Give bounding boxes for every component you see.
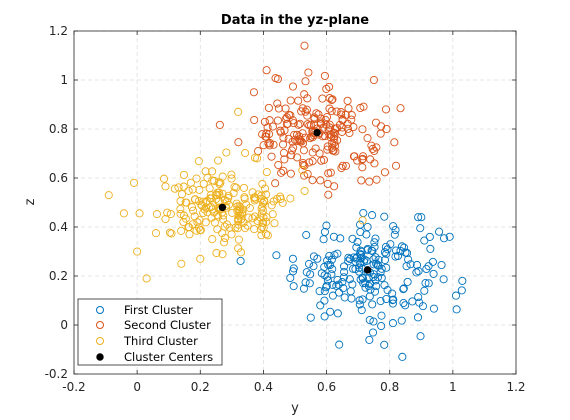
chart-title: Data in the yz-plane (221, 13, 369, 28)
cluster-center-point (314, 129, 320, 135)
y-tick-label: 0.6 (49, 171, 68, 185)
legend: First Cluster Second Cluster Third Clust… (78, 299, 222, 365)
cluster-center-point (219, 204, 225, 210)
legend-label-cluster-centers: Cluster Centers (124, 350, 213, 364)
y-tick-label: 0.8 (49, 122, 68, 136)
x-tick-label: 0.8 (380, 380, 399, 394)
x-tick-label: 0.2 (191, 380, 210, 394)
y-tick-label: 0 (60, 318, 68, 332)
y-axis-label: z (23, 198, 38, 205)
x-tick-label: 0 (133, 380, 141, 394)
x-tick-label: 0.6 (317, 380, 336, 394)
y-tick-label: 0.4 (49, 220, 68, 234)
x-tick-label: 0.4 (254, 380, 273, 394)
y-tick-label: -0.2 (45, 367, 68, 381)
cluster-center-point (364, 267, 370, 273)
x-tick-label: 1.2 (506, 380, 525, 394)
legend-label-third-cluster: Third Cluster (123, 334, 198, 348)
legend-label-first-cluster: First Cluster (124, 303, 193, 317)
y-tick-label: 1.2 (49, 24, 68, 38)
legend-marker-cluster-centers (97, 354, 103, 360)
y-tick-label: 0.2 (49, 269, 68, 283)
x-tick-label: 1 (449, 380, 457, 394)
x-axis-label: y (291, 401, 299, 416)
y-tick-label: 1 (60, 73, 68, 87)
x-tick-label: -0.2 (62, 380, 85, 394)
legend-label-second-cluster: Second Cluster (124, 318, 211, 332)
